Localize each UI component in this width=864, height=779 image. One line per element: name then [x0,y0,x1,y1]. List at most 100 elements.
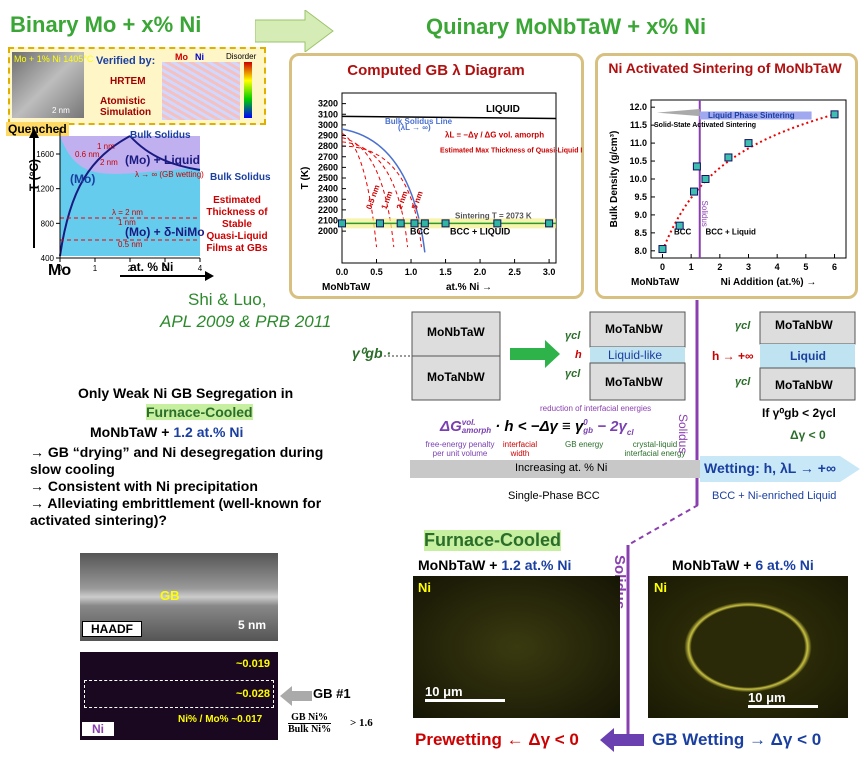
text: 6 at.% Ni [755,557,814,573]
label: Bulk Solidus [130,130,191,141]
label: Verified by: [96,55,156,67]
symbol: γcl [565,368,581,380]
point [441,219,450,228]
label: 1 nm [97,142,115,151]
eds-map [413,576,620,718]
eq-part: − 2γ [597,418,627,435]
label: Mo [175,52,188,62]
eq-part: cl [626,428,634,437]
annotation: Solidus [700,201,709,227]
point [692,162,701,171]
label: Prewetting ← Δγ < 0 [415,730,579,749]
annotation: λL ≡ −Δγ / ΔG vol. amorph [445,131,544,140]
point [658,245,667,254]
scale-bar: 10 μm [425,684,505,702]
annotation: Liquid Phase Sintering [708,111,795,120]
eq-part: · h < −Δγ ≡ γ [495,418,584,435]
point [701,175,710,183]
axis-label: Mo [48,262,72,279]
arrow [255,10,334,52]
point [830,110,839,119]
label: Single-Phase BCC [508,490,600,502]
text: GB Ni% [288,712,332,724]
x-axis-label: Ni Addition (at.%) → [721,277,817,288]
label: Ni% / Mo% ~0.017 [178,714,263,725]
y-tick-label: 8.0 [634,246,647,256]
text: 1.2 at.% Ni [173,424,244,440]
y-tick-label: 3200 [318,99,338,109]
note: reduction of interfacial energies [540,404,652,413]
arrow [600,728,644,752]
label: Ni [418,580,431,595]
label: ~0.019 [236,658,270,670]
annotation: 1 nm [380,190,395,211]
label: Wetting: h, λL → +∞ [704,460,836,476]
label: (Mo) + Liquid [125,153,200,167]
label: BCC + Ni-enriched Liquid [712,490,837,502]
label: Ni [195,52,204,62]
point [690,187,699,196]
equation: ΔG vol. amorph · h < −Δγ ≡ γ 0 gb − 2γcl [440,418,634,437]
label: MoTaNbW [775,378,833,392]
citation: Shi & Luo, [188,290,267,309]
chart-title: Computed GB λ Diagram [347,62,525,79]
text: Only Weak Ni GB Segregation in [78,385,294,401]
point [724,153,733,162]
axis-label: T (°C) [27,158,42,192]
arrow [280,686,312,706]
bullet: → Consistent with Ni precipitation [30,478,258,494]
x-tick-label: 0 [660,262,665,272]
annotation: 5 nm [410,190,425,211]
text: > 1.6 [350,717,373,729]
label: MoTaNbW [427,370,485,384]
chart-title: Ni Activated Sintering of MoNbTaW [608,60,842,76]
x-start-label: MoNbTaW [322,282,371,293]
note: interfacial width [502,440,538,458]
label: MoNbTaW [427,325,485,339]
colorbar [244,62,252,118]
x-tick-label: 1.5 [439,267,452,277]
point [744,139,753,148]
x-tick-label: 0.5 [370,267,383,277]
label: Furnace-Cooled [424,530,562,551]
text: Bulk Ni% [288,724,332,735]
y-tick-label: 9.5 [634,192,647,202]
y-tick-label: 2900 [318,131,338,141]
y-tick-label: 2500 [318,173,338,183]
x-tick-label: 3.0 [543,267,556,277]
label: λ = 2 nm [112,208,143,217]
label: GB [160,588,180,603]
simulation [162,62,240,120]
solidus-line [626,504,699,745]
text: MoNbTaW + [418,557,498,573]
point [675,221,684,230]
y-tick-label: 2800 [318,141,338,151]
label: λ → ∞ (GB wetting) [135,170,204,179]
label: MoTaNbW [775,318,833,332]
x-tick-label: 3 [746,262,751,272]
x-tick-label: 5 [803,262,808,272]
label: 0.5 nm [118,240,143,249]
annotation: BCC [674,228,692,237]
roi [84,680,274,708]
y-tick-label: 2300 [318,194,338,204]
label: Atomistic Simulation [100,96,152,118]
label: Liquid [790,349,826,363]
text: MoNbTaW + [672,557,752,573]
x-tick-label: 0 [58,264,63,273]
label: Quenched [6,122,69,136]
annotation: BCC + LIQUID [450,226,511,236]
bullets: → GB “drying” and Ni desegregation durin… [30,444,340,529]
label: Bulk Solidus [210,172,271,183]
eq-part: ΔG [440,418,462,435]
x-tick-label: 4 [198,264,203,273]
text: 1.2 at.% Ni [501,557,572,573]
label: Disorder [226,52,257,61]
label: Mo + 1% Ni 1405°C [14,54,94,64]
symbol: h → +∞ [712,349,754,363]
label: GB Wetting → Δγ < 0 [652,730,822,749]
y-tick-label: 11.5 [630,120,647,130]
label: Estimated Thickness of Stable Quasi-Liqu… [206,195,268,254]
note: crystal-liquid interfacial energy [624,440,686,458]
